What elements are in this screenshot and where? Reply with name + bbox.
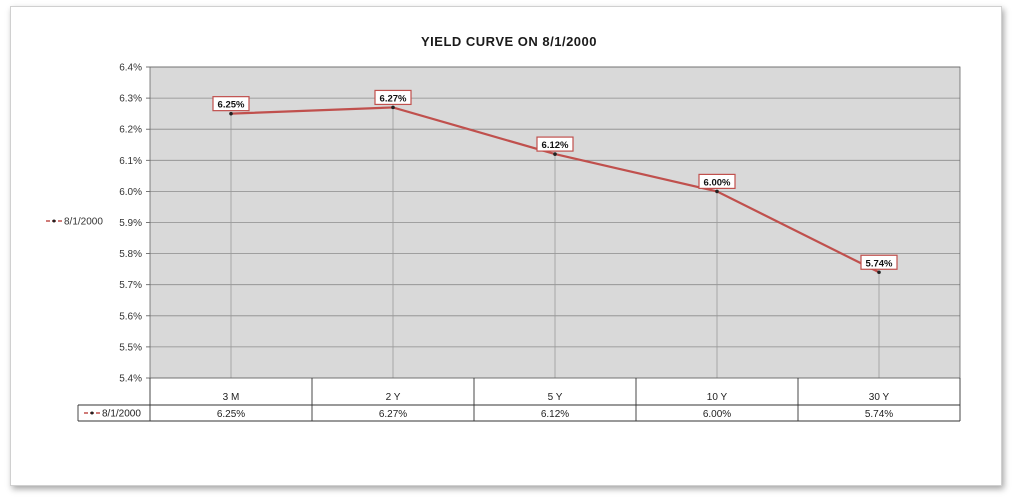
y-tick-label: 5.9% — [119, 218, 142, 229]
data-point — [229, 111, 233, 116]
table-value-cell: 6.27% — [379, 409, 407, 420]
x-category-label: 5 Y — [548, 392, 563, 403]
data-label: 6.25% — [218, 100, 245, 111]
legend-label: 8/1/2000 — [64, 217, 103, 228]
table-value-cell: 6.12% — [541, 409, 569, 420]
x-category-label: 10 Y — [707, 392, 728, 403]
data-label: 6.12% — [542, 140, 569, 151]
y-tick-label: 6.0% — [119, 187, 142, 198]
x-category-label: 2 Y — [386, 392, 401, 403]
table-value-cell: 6.25% — [217, 409, 245, 420]
data-point — [715, 189, 719, 194]
data-label-box — [212, 96, 250, 112]
table-value-cell: 6.00% — [703, 409, 731, 420]
data-point — [877, 270, 881, 275]
table-value-cell: 5.74% — [865, 409, 893, 420]
y-tick-label: 6.3% — [119, 94, 142, 105]
table-series-label: 8/1/2000 — [102, 409, 141, 420]
data-label-box — [536, 136, 574, 152]
y-tick-label: 6.2% — [119, 125, 142, 136]
y-tick-label: 5.4% — [119, 374, 142, 385]
data-label-box — [698, 173, 736, 189]
data-label: 6.27% — [380, 93, 407, 104]
y-tick-label: 6.4% — [119, 63, 142, 74]
y-tick-label: 5.6% — [119, 311, 142, 322]
data-point — [553, 152, 557, 156]
data-label-box — [374, 89, 412, 106]
data-label-box — [860, 254, 898, 270]
table-legend-marker — [90, 411, 94, 415]
data-point — [391, 105, 395, 110]
y-tick-label: 6.1% — [119, 156, 142, 167]
data-label: 6.00% — [704, 177, 731, 188]
chart-title: YIELD CURVE ON 8/1/2000 — [421, 34, 597, 49]
y-tick-label: 5.8% — [119, 249, 142, 260]
y-tick-label: 5.7% — [119, 280, 142, 291]
x-category-label: 30 Y — [869, 392, 890, 403]
legend-marker — [52, 219, 56, 223]
y-tick-label: 5.5% — [119, 342, 142, 353]
plot-border — [149, 66, 961, 379]
data-label: 5.74% — [866, 258, 893, 269]
x-category-label: 3 M — [223, 392, 240, 403]
